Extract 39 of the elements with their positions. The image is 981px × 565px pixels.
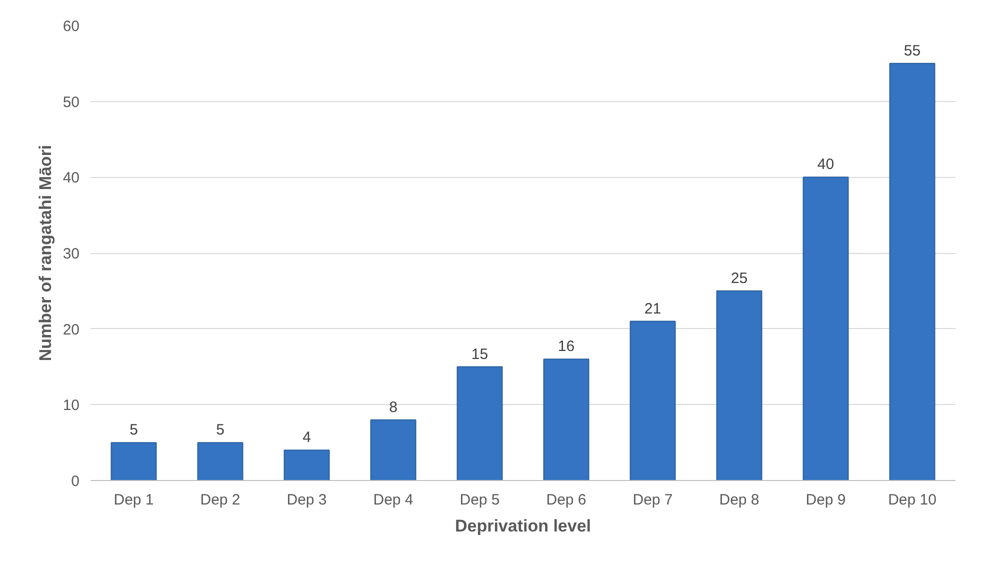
- bar: [197, 442, 244, 480]
- data-label: 16: [558, 338, 575, 356]
- bar: [889, 62, 936, 480]
- x-tick-label: Dep 2: [200, 492, 240, 508]
- y-tick-label: 20: [62, 321, 80, 338]
- y-tick-label: 0: [71, 473, 80, 490]
- y-tick-label: 60: [62, 18, 80, 35]
- x-tick-label: Dep 9: [806, 492, 846, 508]
- data-label: 40: [817, 156, 834, 174]
- x-tick-label: Dep 7: [632, 492, 673, 508]
- y-tick-label: 50: [62, 94, 80, 111]
- data-label: 55: [904, 42, 921, 60]
- y-tick-label: 40: [62, 170, 80, 187]
- x-tick-label: Dep 10: [888, 492, 936, 508]
- data-label: 5: [216, 422, 224, 439]
- x-tick-label: Dep 6: [546, 492, 586, 508]
- x-axis-title: Deprivation level: [454, 516, 592, 536]
- bar: [284, 450, 330, 480]
- y-axis-title: Number of rangatahi Māori: [36, 144, 55, 362]
- x-tick-label: Dep 4: [373, 492, 414, 508]
- x-tick-label: Dep 3: [286, 492, 327, 508]
- bar: [630, 320, 676, 480]
- x-tick-label: Dep 1: [114, 492, 154, 508]
- bar: [456, 366, 503, 480]
- x-tick-label: Dep 5: [460, 492, 500, 508]
- y-tick-label: 30: [62, 246, 80, 262]
- y-tick-label: 10: [62, 397, 80, 414]
- x-tick-label: Dep 8: [719, 492, 760, 508]
- bar: [110, 442, 157, 480]
- data-label: 8: [389, 398, 398, 416]
- data-label: 25: [730, 270, 748, 287]
- bar: [802, 176, 849, 480]
- data-label: 4: [302, 429, 311, 446]
- data-label: 5: [130, 422, 138, 439]
- data-label: 15: [471, 346, 488, 363]
- bar: [370, 419, 416, 480]
- bar: [543, 358, 590, 480]
- bar: [716, 290, 762, 480]
- data-label: 21: [644, 300, 662, 318]
